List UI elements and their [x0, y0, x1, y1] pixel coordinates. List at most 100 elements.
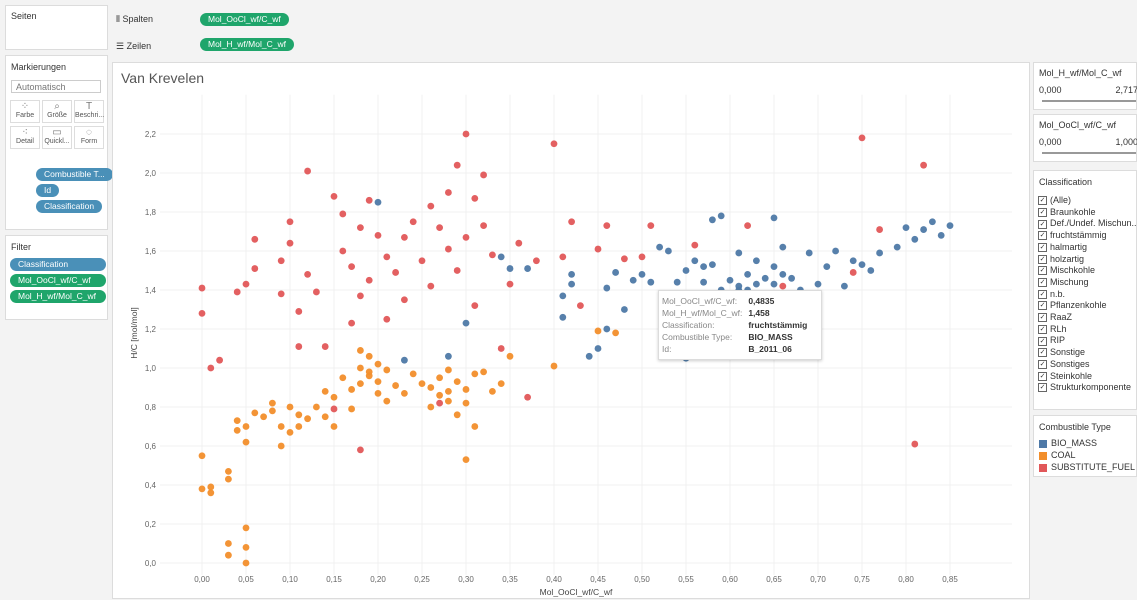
legend-item: COAL	[1039, 450, 1076, 460]
data-point	[594, 245, 602, 253]
slider-track[interactable]	[1042, 100, 1136, 102]
data-point	[445, 366, 452, 374]
data-point	[920, 226, 927, 233]
data-point	[691, 257, 699, 265]
x-tick-label: 0,05	[238, 575, 254, 584]
data-point	[225, 551, 232, 559]
mark-type-dropdown[interactable]: Automatisch	[11, 80, 101, 93]
filter-pill[interactable]: Mol_H_wf/Mol_C_wf	[10, 290, 106, 303]
checkbox-item[interactable]: ✓ Steinkohle	[1038, 371, 1092, 381]
data-point	[612, 269, 619, 276]
data-point	[295, 423, 303, 430]
data-point	[832, 247, 839, 255]
checkbox-label: n.b.	[1050, 288, 1066, 299]
checkbox-label: Braunkohle	[1050, 206, 1096, 217]
data-point	[321, 413, 329, 421]
data-point	[647, 222, 655, 230]
slider-filter: Mol_OoCl_wf/C_wf 0,000 1,000	[1033, 114, 1137, 162]
checkbox-item[interactable]: ✓ holzartig	[1038, 254, 1084, 264]
tooltip-row: Combustible Type: BIO_MASS	[659, 331, 810, 343]
legend-swatch	[1039, 451, 1047, 460]
data-point	[286, 403, 294, 411]
y-tick-label: 1,8	[145, 208, 157, 217]
chart-title: Van Krevelen	[121, 70, 204, 86]
filter-pill[interactable]: Classification	[10, 258, 106, 271]
data-point	[876, 249, 883, 257]
checkbox-item[interactable]: ✓ RLh	[1038, 324, 1067, 334]
data-point	[788, 274, 795, 282]
mark-button[interactable]: ⁘ Farbe	[10, 100, 40, 123]
checkbox-item[interactable]: ✓ halmartig	[1038, 242, 1087, 252]
checkbox: ✓	[1038, 207, 1047, 217]
checkbox-item[interactable]: ✓ Sonstige	[1038, 347, 1085, 358]
data-point	[462, 456, 470, 464]
data-point	[233, 427, 241, 434]
data-point	[339, 247, 347, 255]
data-point	[568, 218, 575, 226]
checkbox-item[interactable]: ✓ fruchtstämmig	[1038, 230, 1107, 241]
data-point	[559, 253, 567, 261]
tooltip-value: B_2011_06	[748, 344, 792, 354]
checkbox: ✓	[1038, 196, 1047, 206]
slider-track[interactable]	[1042, 152, 1136, 154]
mark-pill[interactable]: Combustible T...	[36, 168, 113, 181]
data-point	[427, 282, 435, 290]
columns-pill[interactable]: Mol_OoCl_wf/C_wf	[200, 13, 289, 26]
checkbox-item[interactable]: ✓ Def./Undef. Mischun...	[1038, 218, 1137, 229]
data-point	[612, 329, 619, 337]
checkbox-label: Pflanzenkohle	[1050, 300, 1107, 311]
data-point	[480, 368, 487, 376]
data-point	[594, 327, 602, 335]
mark-pill[interactable]: Id	[36, 184, 60, 197]
checkbox-item[interactable]: ✓ Pflanzenkohle	[1038, 300, 1107, 311]
checkbox-item[interactable]: ✓ RIP	[1038, 335, 1066, 346]
data-point	[427, 403, 435, 411]
legend-label: BIO_MASS	[1051, 438, 1098, 448]
x-tick-label: 0,45	[590, 575, 606, 584]
filter-pill[interactable]: Mol_OoCl_wf/C_wf	[10, 274, 106, 287]
checkbox-item[interactable]: ✓ Mischung	[1038, 277, 1089, 288]
data-point	[867, 267, 875, 274]
mark-button[interactable]: ▭ Quickl...	[42, 126, 72, 149]
checkbox-label: RLh	[1050, 323, 1067, 334]
y-tick-label: 2,0	[145, 169, 157, 178]
data-point	[691, 241, 699, 249]
mark-button[interactable]: ◌ Form	[74, 126, 104, 149]
tooltip-row: Id: B_2011_06	[659, 343, 810, 355]
mark-pill[interactable]: Classification	[36, 200, 103, 213]
data-point	[304, 415, 311, 423]
checkbox: ✓	[1038, 359, 1047, 369]
mark-button[interactable]: ⁖ Detail	[10, 126, 40, 149]
mark-button[interactable]: ⌕ Größe	[42, 100, 72, 123]
marks-title: Markierungen	[11, 62, 67, 72]
mark-button-label: Quickl...	[44, 138, 70, 145]
data-point	[242, 438, 250, 446]
checkbox-item[interactable]: ✓ Strukturkomponente	[1038, 382, 1132, 393]
data-point	[849, 257, 857, 265]
data-point	[462, 399, 470, 407]
checkbox-item[interactable]: ✓ Braunkohle	[1038, 207, 1096, 217]
data-point	[603, 325, 611, 333]
checkbox-item[interactable]: ✓ Sonstiges	[1038, 359, 1090, 369]
x-tick-label: 0,35	[502, 575, 518, 584]
checkbox-item[interactable]: ✓ Mischkohle	[1038, 265, 1095, 276]
data-point	[339, 374, 347, 382]
data-point	[409, 370, 417, 378]
data-point	[242, 524, 250, 532]
data-point	[524, 265, 531, 272]
checkbox-label: Strukturkomponente	[1050, 382, 1132, 393]
data-point	[480, 222, 487, 230]
y-tick-label: 1,2	[145, 325, 157, 334]
data-point	[515, 239, 523, 247]
mark-button[interactable]: T Beschri...	[74, 100, 104, 123]
checkbox-item[interactable]: ✓ (Alle)	[1038, 195, 1071, 206]
data-point	[603, 284, 611, 292]
checkbox-item[interactable]: ✓ RaaZ	[1038, 312, 1072, 323]
rows-pill[interactable]: Mol_H_wf/Mol_C_wf	[200, 38, 294, 51]
checkbox-label: RIP	[1050, 335, 1066, 346]
data-point	[621, 255, 628, 263]
checkbox-item[interactable]: ✓ n.b.	[1038, 289, 1065, 299]
y-tick-label: 0,0	[145, 559, 157, 568]
data-point	[286, 218, 294, 226]
